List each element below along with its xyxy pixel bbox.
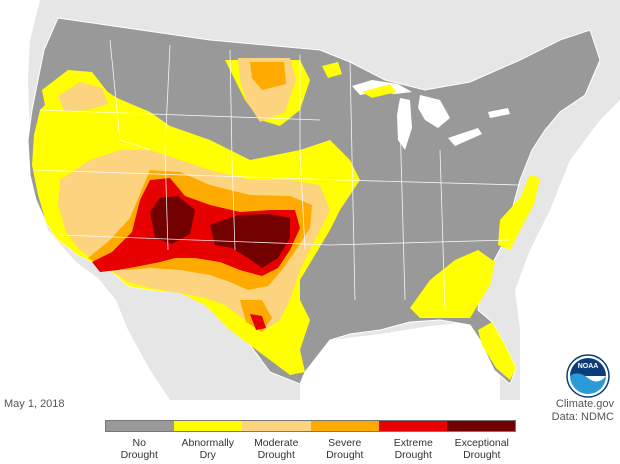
legend-swatch-severe-drought bbox=[310, 421, 379, 431]
legend-color-bar bbox=[105, 420, 516, 432]
noaa-logo: NOAA bbox=[566, 354, 610, 398]
drought-exceptional-panhandle bbox=[210, 214, 290, 268]
drought-severe-north-dakota bbox=[250, 62, 286, 90]
legend-swatch-moderate-drought bbox=[242, 421, 311, 431]
drought-exceptional-four-corners bbox=[150, 196, 195, 244]
lake-ontario bbox=[488, 108, 510, 118]
gulf-of-mexico bbox=[300, 322, 500, 400]
legend-label-extreme-drought: Extreme Drought bbox=[393, 437, 433, 461]
legend-label-severe-drought: Severe Drought bbox=[326, 437, 364, 461]
legend-label-no-drought: No Drought bbox=[120, 437, 158, 461]
map-credit: Climate.gov Data: NDMC bbox=[552, 398, 614, 424]
legend-swatch-abnormally-dry bbox=[174, 421, 243, 431]
legend-label-abnormally-dry: Abnormally Dry bbox=[181, 437, 235, 461]
lake-huron bbox=[418, 95, 450, 128]
drought-abnormally-dry-virginia bbox=[498, 175, 540, 250]
drought-abnormally-dry-florida bbox=[478, 322, 516, 380]
pacific-ocean bbox=[0, 0, 170, 400]
legend-label-exceptional-drought: Exceptional Drought bbox=[454, 437, 509, 461]
legend-swatch-exceptional-drought bbox=[446, 421, 516, 431]
drought-map bbox=[0, 0, 620, 400]
legend-swatch-no-drought bbox=[106, 421, 175, 431]
state-borders bbox=[33, 39, 521, 311]
legend-label-moderate-drought: Moderate Drought bbox=[254, 437, 299, 461]
map-date: May 1, 2018 bbox=[4, 398, 65, 410]
legend-labels: No Drought Abnormally Dry Moderate Droug… bbox=[105, 437, 516, 461]
credit-data-source: Data: NDMC bbox=[551, 411, 614, 423]
drought-extreme-texas bbox=[250, 314, 266, 330]
drought-moderate-oregon bbox=[58, 82, 108, 112]
credit-source: Climate.gov bbox=[555, 398, 614, 410]
drought-abnormally-dry-southeast bbox=[410, 250, 495, 318]
drought-abnormally-dry-michigan bbox=[362, 84, 396, 98]
atlantic-ocean bbox=[515, 100, 620, 400]
lake-erie bbox=[448, 128, 482, 146]
noaa-logo-text: NOAA bbox=[578, 363, 599, 370]
drought-abnormally-dry-minnesota bbox=[322, 62, 342, 78]
legend-swatch-extreme-drought bbox=[378, 421, 447, 431]
